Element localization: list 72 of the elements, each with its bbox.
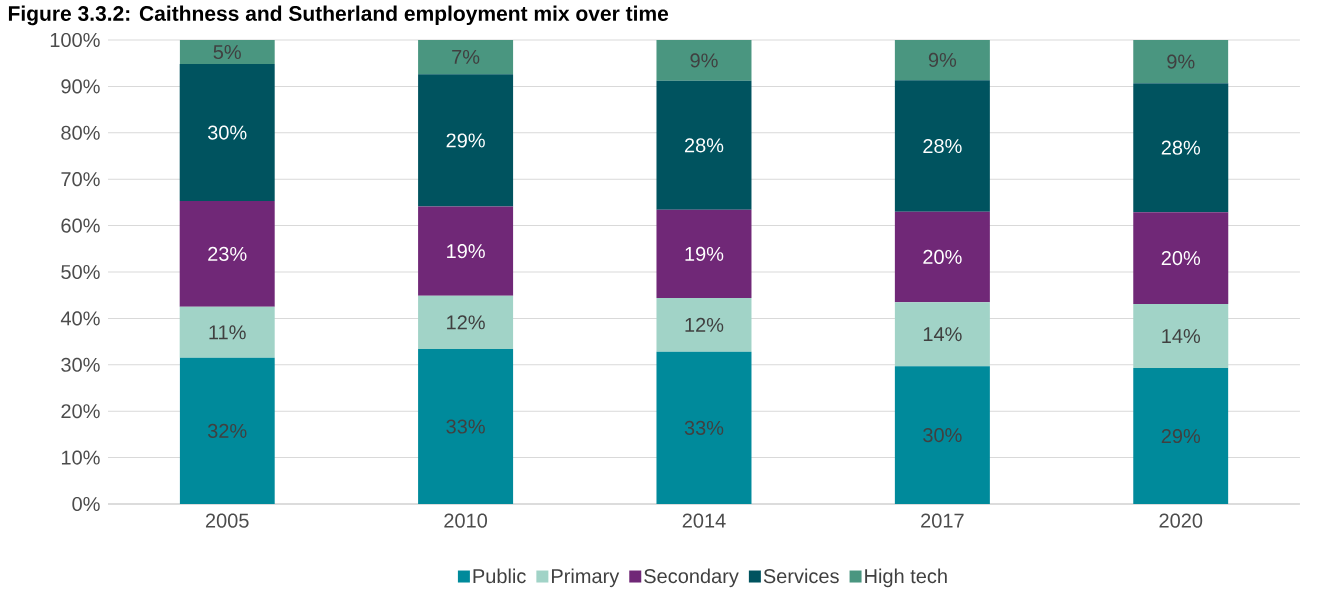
bar bbox=[179, 201, 275, 307]
legend-label: Primary bbox=[552, 568, 620, 588]
y-tick-label: 0% bbox=[72, 496, 100, 512]
data-label: 12% bbox=[447, 315, 485, 330]
bar bbox=[894, 80, 990, 212]
bar bbox=[656, 209, 752, 298]
data-label: 28% bbox=[1161, 140, 1201, 155]
y-tick-label: 60% bbox=[61, 218, 100, 233]
bar bbox=[1133, 304, 1229, 369]
y-tick-label: 30% bbox=[61, 357, 100, 372]
bar bbox=[418, 295, 514, 350]
data-label: 30% bbox=[923, 428, 962, 443]
data-label: 32% bbox=[207, 423, 247, 438]
x-tick-label: 2017 bbox=[921, 513, 964, 528]
data-label: 19% bbox=[447, 244, 485, 259]
bar bbox=[1133, 212, 1229, 305]
bar bbox=[656, 80, 752, 210]
data-label: 20% bbox=[1161, 251, 1201, 266]
bar bbox=[418, 206, 514, 296]
bar bbox=[894, 211, 990, 303]
data-label: 30% bbox=[207, 125, 247, 140]
data-label: 29% bbox=[446, 133, 485, 148]
bar bbox=[179, 64, 275, 201]
y-tick-label: 10% bbox=[61, 450, 100, 465]
y-tick-label: 80% bbox=[61, 125, 100, 140]
bar bbox=[1133, 83, 1229, 213]
y-tick-label: 20% bbox=[61, 404, 100, 419]
data-label: 9% bbox=[690, 53, 718, 68]
data-label: 28% bbox=[923, 138, 962, 154]
data-label: 9% bbox=[1167, 54, 1195, 69]
data-label: 28% bbox=[684, 138, 724, 153]
bar bbox=[418, 74, 514, 207]
legend-label: Public bbox=[473, 568, 526, 584]
legend-label: Services bbox=[763, 568, 839, 584]
x-tick-label: 2014 bbox=[682, 513, 726, 528]
data-label: 19% bbox=[685, 246, 724, 261]
data-label: 33% bbox=[446, 419, 485, 434]
bar bbox=[656, 297, 752, 352]
y-tick-label: 90% bbox=[61, 79, 100, 94]
x-tick-label: 2020 bbox=[1159, 513, 1203, 528]
data-label: 9% bbox=[928, 52, 957, 68]
bar bbox=[656, 351, 752, 504]
data-label: 29% bbox=[1161, 428, 1201, 444]
bar bbox=[418, 39, 514, 75]
chart-title: Figure 3.3.2: Caithness and Sutherland employment mix over time bbox=[8, 5, 669, 26]
data-label: 11% bbox=[209, 325, 246, 340]
data-label: 14% bbox=[923, 327, 962, 342]
y-tick-label: 40% bbox=[60, 311, 100, 326]
x-tick-label: 2005 bbox=[205, 513, 249, 528]
bar bbox=[894, 302, 990, 367]
legend-label: High tech bbox=[865, 568, 947, 588]
x-tick-label: 2010 bbox=[444, 513, 488, 528]
data-label: 33% bbox=[684, 420, 724, 435]
data-label: 12% bbox=[685, 317, 724, 332]
bar bbox=[894, 39, 990, 81]
data-label: 14% bbox=[1162, 329, 1201, 344]
bar bbox=[179, 357, 275, 504]
bar bbox=[894, 366, 990, 504]
data-label: 20% bbox=[923, 249, 962, 264]
bar bbox=[1133, 368, 1229, 504]
bar bbox=[418, 349, 514, 504]
data-label: 7% bbox=[452, 49, 480, 64]
bar bbox=[1133, 39, 1229, 84]
legend-label: Secondary bbox=[644, 568, 739, 588]
y-tick-label: 100% bbox=[50, 32, 100, 48]
bar bbox=[179, 39, 275, 65]
data-label: 5% bbox=[213, 45, 241, 60]
y-tick-label: 50% bbox=[61, 264, 100, 280]
data-label: 23% bbox=[208, 246, 247, 261]
bar bbox=[656, 39, 752, 81]
bar bbox=[179, 306, 275, 358]
y-tick-label: 70% bbox=[61, 172, 100, 187]
